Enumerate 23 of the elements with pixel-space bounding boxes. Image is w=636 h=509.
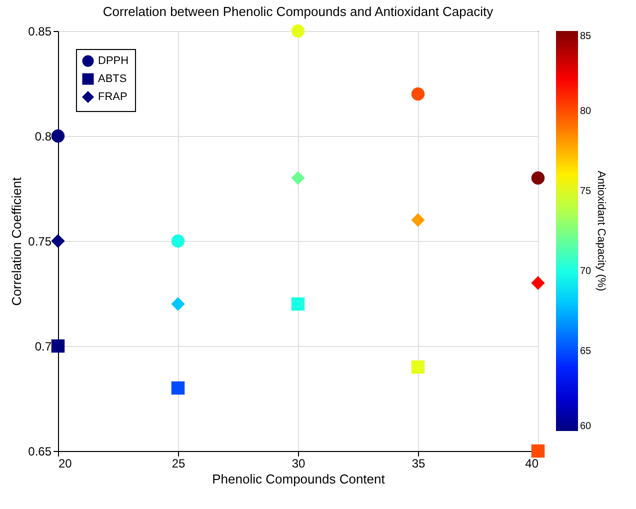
y-axis-title: Correlation Coefficient <box>9 176 24 306</box>
y-tick-label: 0.8 <box>34 130 52 144</box>
y-tick-label: 0.7 <box>34 340 52 354</box>
x-tick-label: 35 <box>412 456 426 470</box>
x-axis-title: Phenolic Compounds Content <box>212 472 386 486</box>
color-bar-title: Antioxidant Capacity (%) <box>595 170 607 292</box>
color-bar-label: 65 <box>580 346 592 357</box>
legend-label: DPPH <box>98 55 129 67</box>
color-bar-label: 80 <box>580 106 592 117</box>
color-bar-label: 75 <box>580 186 592 197</box>
legend-label: FRAP <box>98 91 128 103</box>
x-tick-label: 30 <box>292 456 306 470</box>
chart-title: Correlation between Phenolic Compounds and Antioxidant Capacity <box>102 4 494 19</box>
color-bar-label: 70 <box>580 266 592 277</box>
x-tick-label: 25 <box>172 456 186 470</box>
color-bar-label: 85 <box>580 31 592 42</box>
color-bar-label: 60 <box>580 421 592 432</box>
legend-label: ABTS <box>98 73 127 85</box>
y-tick-label: 0.65 <box>28 444 52 458</box>
x-tick-label: 40 <box>525 456 539 470</box>
y-tick-label: 0.85 <box>28 24 52 38</box>
y-tick-label: 0.75 <box>28 234 52 248</box>
x-tick-label: 20 <box>58 456 72 470</box>
